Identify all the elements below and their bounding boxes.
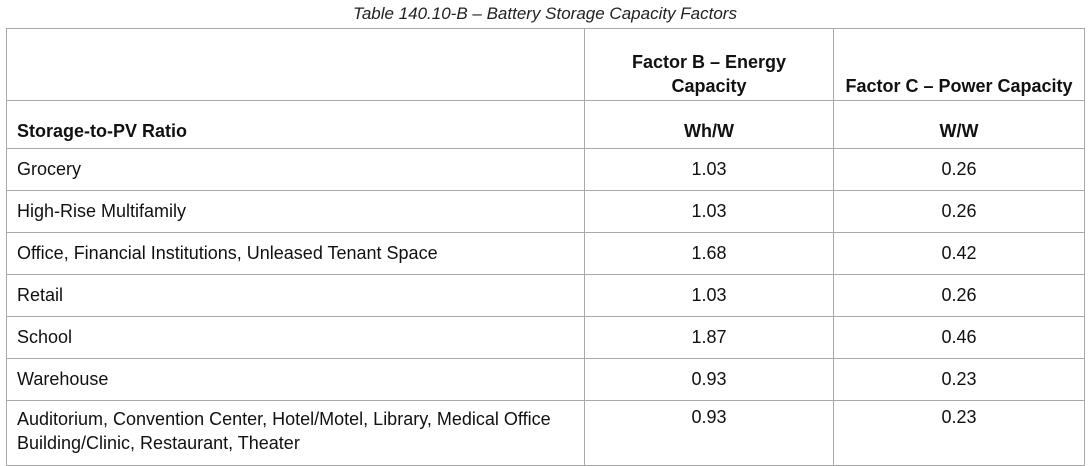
header-unit-c: W/W <box>833 100 1085 149</box>
row-label: Retail <box>6 274 585 317</box>
table-row: Retail 1.03 0.26 <box>6 274 1085 317</box>
row-factor-c: 0.46 <box>833 316 1085 359</box>
row-factor-c: 0.42 <box>833 232 1085 275</box>
table-row: Grocery 1.03 0.26 <box>6 148 1085 191</box>
table-row: High-Rise Multifamily 1.03 0.26 <box>6 190 1085 233</box>
row-label: Office, Financial Institutions, Unleased… <box>6 232 585 275</box>
table-row: Office, Financial Institutions, Unleased… <box>6 232 1085 275</box>
row-factor-b: 1.87 <box>584 316 834 359</box>
header-empty-cell <box>6 28 585 101</box>
row-label: Grocery <box>6 148 585 191</box>
row-factor-c: 0.26 <box>833 190 1085 233</box>
row-label: Auditorium, Convention Center, Hotel/Mot… <box>6 400 585 466</box>
row-factor-c: 0.26 <box>833 274 1085 317</box>
row-factor-b: 1.68 <box>584 232 834 275</box>
row-factor-b: 1.03 <box>584 148 834 191</box>
row-factor-b: 0.93 <box>584 400 834 466</box>
row-label: Warehouse <box>6 358 585 401</box>
row-label: School <box>6 316 585 359</box>
row-factor-b: 1.03 <box>584 274 834 317</box>
table-row: Warehouse 0.93 0.23 <box>6 358 1085 401</box>
table-row: Auditorium, Convention Center, Hotel/Mot… <box>6 400 1085 466</box>
row-factor-b: 0.93 <box>584 358 834 401</box>
header-row-units: Storage-to-PV Ratio Wh/W W/W <box>6 100 1085 149</box>
header-row-factors: Factor B – Energy Capacity Factor C – Po… <box>6 28 1085 101</box>
table-row: School 1.87 0.46 <box>6 316 1085 359</box>
table-caption: Table 140.10-B – Battery Storage Capacit… <box>353 4 737 23</box>
row-label: High-Rise Multifamily <box>6 190 585 233</box>
row-factor-c: 0.26 <box>833 148 1085 191</box>
row-factor-c: 0.23 <box>833 400 1085 466</box>
row-factor-b: 1.03 <box>584 190 834 233</box>
header-factor-c: Factor C – Power Capacity <box>833 28 1085 101</box>
header-unit-b: Wh/W <box>584 100 834 149</box>
header-factor-b: Factor B – Energy Capacity <box>584 28 834 101</box>
header-ratio-label: Storage-to-PV Ratio <box>6 100 585 149</box>
row-factor-c: 0.23 <box>833 358 1085 401</box>
capacity-factors-table: Factor B – Energy Capacity Factor C – Po… <box>6 28 1085 466</box>
